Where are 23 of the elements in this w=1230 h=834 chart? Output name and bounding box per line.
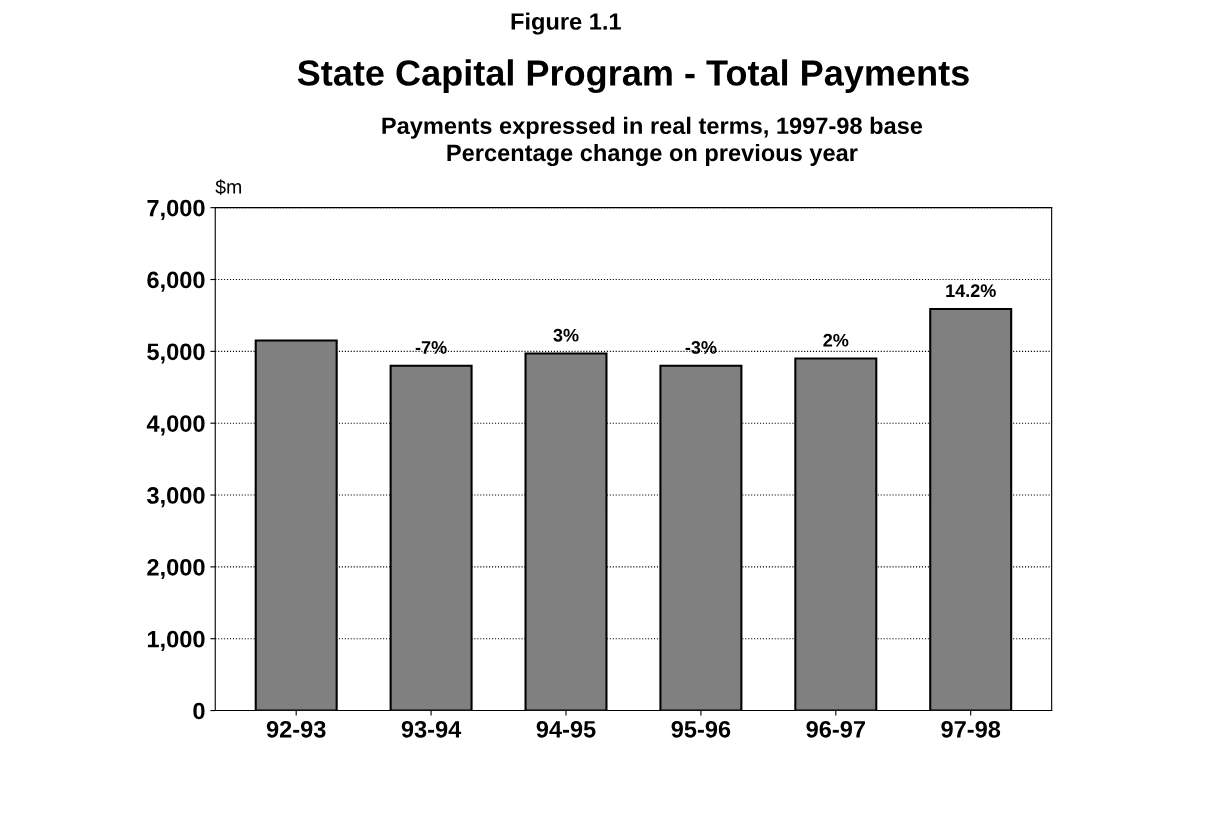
annotation: -7% xyxy=(415,341,447,354)
annotation: -3% xyxy=(685,341,717,354)
y-tick-label: 2,000 xyxy=(147,558,205,580)
x-tick-label: 92-93 xyxy=(266,720,326,738)
annotation: 14.2% xyxy=(946,284,996,298)
y-tick-label: 5,000 xyxy=(147,343,205,364)
y-tick-label: 3,000 xyxy=(146,487,205,508)
x-tick-label: 94-95 xyxy=(536,720,596,738)
y-tick-label: 1,000 xyxy=(147,630,205,651)
x-tick-label: 97-98 xyxy=(941,720,1001,738)
y-tick-label: 6,000 xyxy=(147,271,205,292)
chart-title: State Capital Program - Total Payments xyxy=(297,59,969,94)
y-tick-label: 4,000 xyxy=(146,415,205,436)
chart-subtitle: Payments expressed in real terms, 1997-98 base Percentage change on previous year xyxy=(382,116,923,167)
y-axis-title: $m xyxy=(215,179,241,195)
x-tick-label: 96-97 xyxy=(806,720,865,738)
annotation: 2% xyxy=(823,333,849,347)
caption: Figure 1.1 xyxy=(511,12,621,35)
x-tick-label: 95-96 xyxy=(671,720,731,738)
annotation: 3% xyxy=(553,328,579,342)
y-tick-label: 0 xyxy=(193,702,205,720)
x-tick-label: 93-94 xyxy=(401,720,462,738)
y-tick-label: 7,000 xyxy=(147,199,205,220)
